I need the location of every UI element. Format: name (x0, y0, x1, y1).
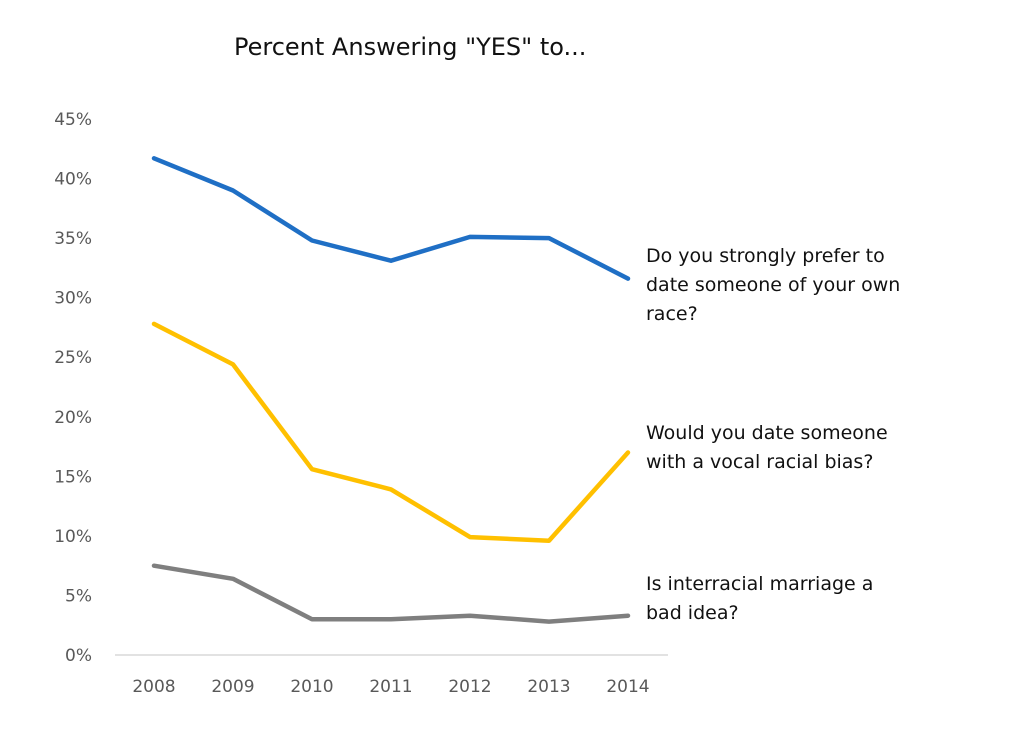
x-tick-label: 2011 (369, 677, 412, 697)
y-tick-label: 0% (65, 646, 92, 666)
series-label-line: race? (646, 303, 698, 325)
x-tick-label: 2013 (527, 677, 570, 697)
y-tick-label: 45% (54, 110, 92, 130)
y-tick-label: 20% (54, 408, 92, 428)
series-line-vocal-bias (151, 321, 631, 543)
series-label-line: Would you date someone (646, 422, 888, 444)
x-tick-label: 2009 (211, 677, 254, 697)
series-label-strongly-prefer: Do you strongly prefer to date someone of… (646, 242, 900, 329)
chart-title: Percent Answering "YES" to... (234, 33, 587, 61)
y-axis: 0% 5% 10% 15% 20% 25% 30% 35% 40% 45% (54, 110, 92, 666)
series-label-line: bad idea? (646, 602, 739, 624)
x-tick-label: 2012 (448, 677, 491, 697)
series-label-line: date someone of your own (646, 274, 901, 296)
y-tick-label: 40% (54, 170, 92, 190)
y-tick-label: 5% (65, 586, 92, 606)
y-tick-label: 25% (54, 348, 92, 368)
y-tick-label: 30% (54, 289, 92, 309)
x-tick-label: 2008 (132, 677, 175, 697)
series-lines (151, 156, 631, 624)
series-label-line: Is interracial marriage a (646, 573, 874, 595)
x-tick-label: 2014 (606, 677, 649, 697)
series-label-vocal-bias: Would you date someone with a vocal racia… (646, 419, 888, 477)
y-tick-label: 10% (54, 527, 92, 547)
series-label-line: Do you strongly prefer to (646, 245, 885, 267)
x-axis: 2008 2009 2010 2011 2012 2013 2014 (132, 677, 649, 697)
x-tick-label: 2010 (290, 677, 333, 697)
series-label-line: with a vocal racial bias? (646, 451, 874, 473)
y-tick-label: 15% (54, 467, 92, 487)
series-label-interracial-marriage: Is interracial marriage a bad idea? (646, 570, 873, 628)
y-tick-label: 35% (54, 229, 92, 249)
series-line-interracial-marriage (151, 563, 631, 624)
series-line-strongly-prefer (151, 156, 631, 281)
